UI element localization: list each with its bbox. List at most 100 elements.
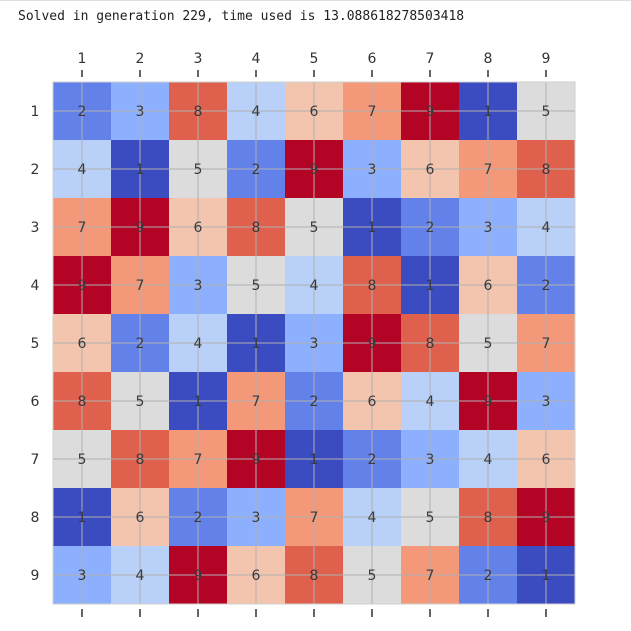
cell-value-label: 5 bbox=[78, 452, 87, 468]
cell-value-label: 8 bbox=[194, 104, 203, 120]
y-tick-label: 6 bbox=[31, 394, 40, 410]
cell-value-label: 4 bbox=[426, 394, 435, 410]
cell-value-label: 8 bbox=[426, 336, 435, 352]
cell-value-label: 9 bbox=[368, 336, 377, 352]
cell-value-label: 6 bbox=[484, 278, 493, 294]
cell-value-label: 6 bbox=[542, 452, 551, 468]
x-tick-label-top: 1 bbox=[78, 51, 87, 67]
cell-value-label: 6 bbox=[426, 162, 435, 178]
cell-value-label: 2 bbox=[426, 220, 435, 236]
x-tick-label-top: 9 bbox=[542, 51, 551, 67]
cell-value-label: 4 bbox=[310, 278, 319, 294]
cell-value-label: 4 bbox=[252, 104, 261, 120]
cell-value-label: 7 bbox=[252, 394, 261, 410]
cell-value-label: 8 bbox=[78, 394, 87, 410]
cell-value-label: 5 bbox=[252, 278, 261, 294]
cell-value-label: 3 bbox=[426, 452, 435, 468]
cell-value-label: 1 bbox=[310, 452, 319, 468]
cell-value-label: 8 bbox=[136, 452, 145, 468]
cell-value-label: 8 bbox=[484, 510, 493, 526]
x-tick-label-top: 2 bbox=[136, 51, 145, 67]
plot-frame bbox=[52, 81, 576, 605]
cell-value-label: 6 bbox=[310, 104, 319, 120]
cell-value-label: 4 bbox=[484, 452, 493, 468]
cell-value-label: 1 bbox=[194, 394, 203, 410]
y-tick-label: 3 bbox=[31, 220, 40, 236]
cell-value-label: 2 bbox=[310, 394, 319, 410]
x-tick-label-top: 6 bbox=[368, 51, 377, 67]
cell-value-label: 5 bbox=[368, 568, 377, 584]
cell-value-label: 7 bbox=[310, 510, 319, 526]
cell-value-label: 2 bbox=[78, 104, 87, 120]
cell-value-label: 3 bbox=[136, 104, 145, 120]
output-divider bbox=[0, 0, 631, 1]
cell-value-label: 3 bbox=[78, 568, 87, 584]
y-tick-label: 8 bbox=[31, 510, 40, 526]
x-tick-label-top: 3 bbox=[194, 51, 203, 67]
cell-value-label: 5 bbox=[542, 104, 551, 120]
cell-value-label: 7 bbox=[542, 336, 551, 352]
y-tick-label: 4 bbox=[31, 278, 40, 294]
cell-value-label: 4 bbox=[368, 510, 377, 526]
cell-value-label: 5 bbox=[426, 510, 435, 526]
cell-value-label: 5 bbox=[136, 394, 145, 410]
cell-value-label: 3 bbox=[368, 162, 377, 178]
cell-value-label: 4 bbox=[136, 568, 145, 584]
cell-value-label: 9 bbox=[252, 452, 261, 468]
x-tick-label-top: 5 bbox=[310, 51, 319, 67]
cell-value-label: 6 bbox=[252, 568, 261, 584]
x-tick-label-top: 4 bbox=[252, 51, 261, 67]
cell-value-label: 1 bbox=[78, 510, 87, 526]
cell-value-label: 8 bbox=[542, 162, 551, 178]
cell-value-label: 2 bbox=[194, 510, 203, 526]
cell-value-label: 3 bbox=[542, 394, 551, 410]
cell-value-label: 5 bbox=[310, 220, 319, 236]
x-tick-label-top: 8 bbox=[484, 51, 493, 67]
x-tick-label-top: 7 bbox=[426, 51, 435, 67]
cell-value-label: 9 bbox=[426, 104, 435, 120]
cell-value-label: 6 bbox=[136, 510, 145, 526]
cell-value-label: 2 bbox=[136, 336, 145, 352]
cell-value-label: 7 bbox=[78, 220, 87, 236]
cell-value-label: 1 bbox=[368, 220, 377, 236]
cell-value-label: 7 bbox=[368, 104, 377, 120]
cell-value-label: 3 bbox=[194, 278, 203, 294]
cell-value-label: 3 bbox=[252, 510, 261, 526]
cell-value-label: 2 bbox=[484, 568, 493, 584]
cell-value-label: 9 bbox=[136, 220, 145, 236]
y-tick-label: 1 bbox=[31, 104, 40, 120]
cell-value-label: 4 bbox=[194, 336, 203, 352]
cell-value-label: 3 bbox=[484, 220, 493, 236]
y-tick-label: 5 bbox=[31, 336, 40, 352]
cell-value-label: 8 bbox=[310, 568, 319, 584]
cell-value-label: 6 bbox=[194, 220, 203, 236]
status-output-text: Solved in generation 229, time used is 1… bbox=[18, 9, 465, 24]
cell-value-label: 1 bbox=[542, 568, 551, 584]
y-tick-label: 7 bbox=[31, 452, 40, 468]
y-tick-label: 2 bbox=[31, 162, 40, 178]
cell-value-label: 5 bbox=[484, 336, 493, 352]
cell-value-label: 7 bbox=[194, 452, 203, 468]
cell-value-label: 4 bbox=[78, 162, 87, 178]
cell-value-label: 2 bbox=[252, 162, 261, 178]
cell-value-label: 6 bbox=[368, 394, 377, 410]
cell-value-label: 7 bbox=[484, 162, 493, 178]
cell-value-label: 7 bbox=[136, 278, 145, 294]
cell-value-label: 1 bbox=[426, 278, 435, 294]
cell-value-label: 9 bbox=[484, 394, 493, 410]
cell-value-label: 1 bbox=[252, 336, 261, 352]
cell-value-label: 5 bbox=[194, 162, 203, 178]
cell-value-label: 7 bbox=[426, 568, 435, 584]
cell-value-label: 3 bbox=[310, 336, 319, 352]
cell-value-label: 2 bbox=[368, 452, 377, 468]
cell-value-label: 2 bbox=[542, 278, 551, 294]
cell-value-label: 1 bbox=[484, 104, 493, 120]
cell-value-label: 4 bbox=[542, 220, 551, 236]
cell-value-label: 8 bbox=[368, 278, 377, 294]
cell-value-label: 9 bbox=[310, 162, 319, 178]
cell-value-label: 9 bbox=[78, 278, 87, 294]
cell-value-label: 1 bbox=[136, 162, 145, 178]
cell-value-label: 9 bbox=[542, 510, 551, 526]
